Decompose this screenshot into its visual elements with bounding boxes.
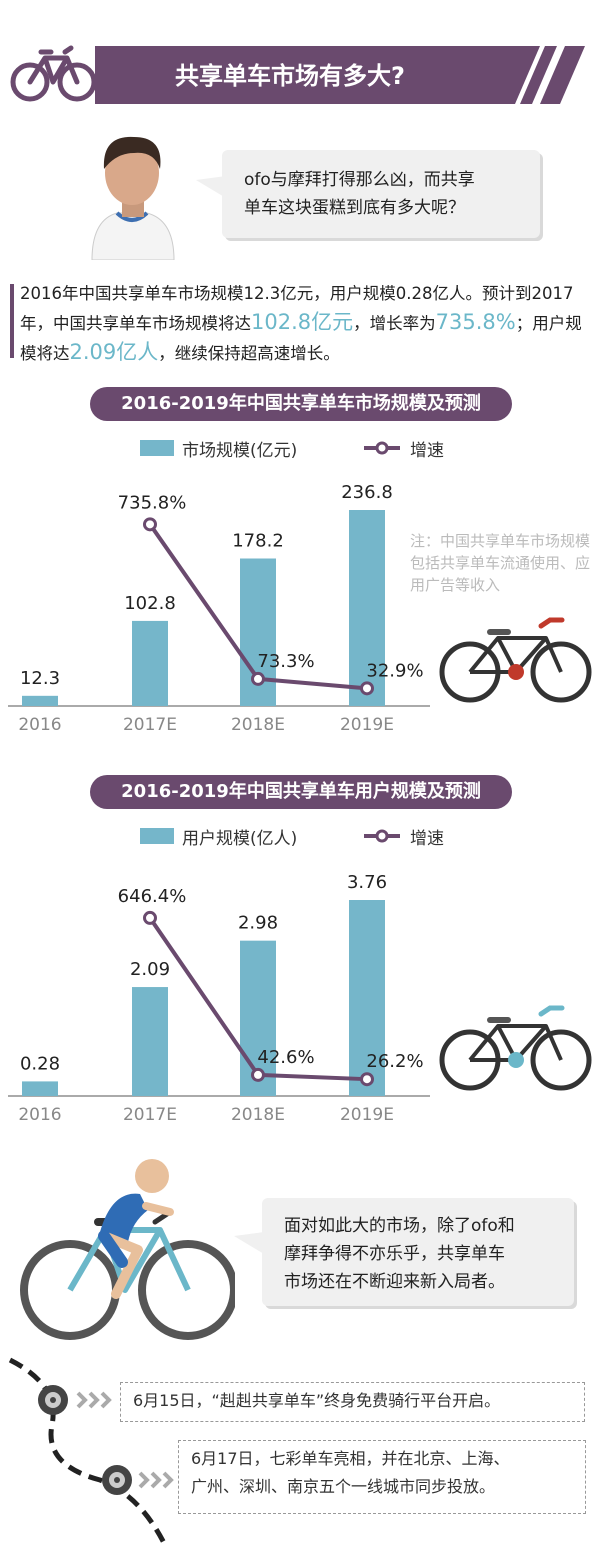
x-tick-label: 2018E (231, 715, 285, 735)
bubble-line: 市场还在不断迎来新入局者。 (284, 1272, 505, 1292)
growth-point (251, 671, 265, 686)
x-tick-label: 2019E (340, 715, 394, 735)
intro-highlight: 102.8亿元 (251, 310, 354, 334)
header-banner (95, 46, 585, 104)
timeline-text: 6月15日，“赳赳共享单车”终身免费骑行平台开启。 (133, 1391, 501, 1410)
bar-value-label: 0.28 (20, 1053, 60, 1074)
intro-text: ，增长率为 (353, 314, 436, 333)
intro-paragraph: 2016年中国共享单车市场规模12.3亿元，用户规模0.28亿人。预计到2017… (20, 280, 590, 368)
chart1-legend: 市场规模(亿元) 增速 (140, 436, 480, 462)
bar (132, 987, 168, 1096)
legend-bar-label: 用户规模(亿人) (182, 829, 298, 849)
timeline-text: 广州、深圳、南京五个一线城市同步投放。 (191, 1477, 496, 1496)
growth-value-label: 42.6% (257, 1047, 314, 1068)
bar-value-label: 2.98 (238, 913, 278, 934)
bar-value-label: 2.09 (130, 959, 170, 980)
bicycle-blue-icon (439, 1005, 592, 1091)
cyclist-icon (20, 1159, 235, 1340)
bubble-line: 单车这块蛋糕到底有多大呢？ (244, 198, 465, 218)
bubble-line: ofo与摩拜打得那么凶，而共享 (244, 170, 475, 190)
x-tick-label: 2017E (123, 715, 177, 735)
chart2-title: 2016-2019年中国共享单车用户规模及预测 (90, 775, 512, 809)
bar (132, 620, 168, 706)
chart2-legend: 用户规模(亿人) 增速 (140, 824, 480, 850)
question-bubble: ofo与摩拜打得那么凶，而共享 单车这块蛋糕到底有多大呢？ (222, 150, 540, 238)
x-tick-label: 2019E (340, 1105, 394, 1125)
intro-text: ；用户规模将达 (20, 314, 582, 363)
x-tick-label: 2017E (123, 1105, 177, 1125)
legend-bar-label: 市场规模(亿元) (182, 441, 298, 461)
growth-point (251, 1067, 265, 1082)
growth-point (143, 517, 157, 532)
arrow-icon (76, 1391, 112, 1409)
user-size-chart: 0.28 2016 2.09 2017E 2.98 2018E 3.76 2019E 646.4… (8, 872, 430, 1125)
growth-value-label: 646.4% (118, 886, 187, 907)
chart1-note: 注：中国共享单车市场规模包括共享单车流通使用、应用广告等收入 (410, 532, 591, 594)
person-avatar-icon (91, 136, 175, 260)
bar (349, 900, 385, 1096)
x-tick-label: 2016 (18, 1105, 61, 1125)
x-tick-label: 2016 (18, 715, 61, 735)
growth-point (360, 681, 374, 696)
bar-value-label: 236.8 (341, 482, 393, 503)
bar-value-label: 102.8 (124, 593, 176, 614)
market-size-chart: 12.3 2016 102.8 2017E 178.2 2018E 236.8 2019E 73… (8, 482, 430, 735)
bar-value-label: 3.76 (347, 872, 387, 893)
wheel-icon (102, 1465, 132, 1495)
newcomer-bubble: 面对如此大的市场，除了ofo和 摩拜争得不亦乐乎，共享单车 市场还在不断迎来新入… (262, 1198, 574, 1306)
growth-value-label: 32.9% (366, 660, 423, 681)
bicycle-red-icon (439, 617, 592, 703)
growth-value-label: 26.2% (366, 1051, 423, 1072)
page-title: 共享单车市场有多大? (175, 62, 405, 90)
bubble-line: 摩拜争得不亦乐乎，共享单车 (284, 1244, 505, 1264)
bubble-tail (196, 176, 226, 198)
intro-text: 2016年中国共享单车市场规模12.3亿元，用户规模0.28亿人。预计到2017… (20, 284, 574, 333)
intro-text: ，继续保持超高速增长。 (158, 344, 340, 363)
legend-bar-swatch (140, 440, 174, 456)
growth-value-label: 73.3% (257, 651, 314, 672)
legend-bar-swatch (140, 828, 174, 844)
bubble-tail (234, 1232, 264, 1254)
legend-line-label: 增速 (410, 441, 444, 461)
bar-value-label: 178.2 (232, 531, 284, 552)
intro-bar (10, 284, 14, 358)
timeline-item: 6月17日，七彩单车亮相，并在北京、上海、 广州、深圳、南京五个一线城市同步投放… (178, 1440, 586, 1514)
intro-highlight: 2.09亿人 (69, 340, 159, 364)
timeline-text: 6月17日，七彩单车亮相，并在北京、上海、 (191, 1449, 510, 1468)
bar-value-label: 12.3 (20, 668, 60, 689)
bar (349, 510, 385, 706)
legend-line-swatch (364, 441, 400, 455)
bar (22, 695, 58, 706)
bar (22, 1081, 58, 1096)
x-tick-label: 2018E (231, 1105, 285, 1125)
growth-point (360, 1072, 374, 1087)
wheel-icon (38, 1385, 68, 1415)
legend-line-swatch (364, 829, 400, 843)
timeline-item: 6月15日，“赳赳共享单车”终身免费骑行平台开启。 (120, 1382, 585, 1422)
arrow-icon (138, 1471, 174, 1489)
legend-line-label: 增速 (410, 829, 444, 849)
bubble-line: 面对如此大的市场，除了ofo和 (284, 1216, 515, 1236)
header-bicycle-icon (10, 45, 97, 102)
growth-value-label: 735.8% (118, 492, 187, 513)
chart1-title: 2016-2019年中国共享单车市场规模及预测 (90, 387, 512, 421)
growth-point (143, 910, 157, 925)
intro-highlight: 735.8% (435, 310, 516, 334)
